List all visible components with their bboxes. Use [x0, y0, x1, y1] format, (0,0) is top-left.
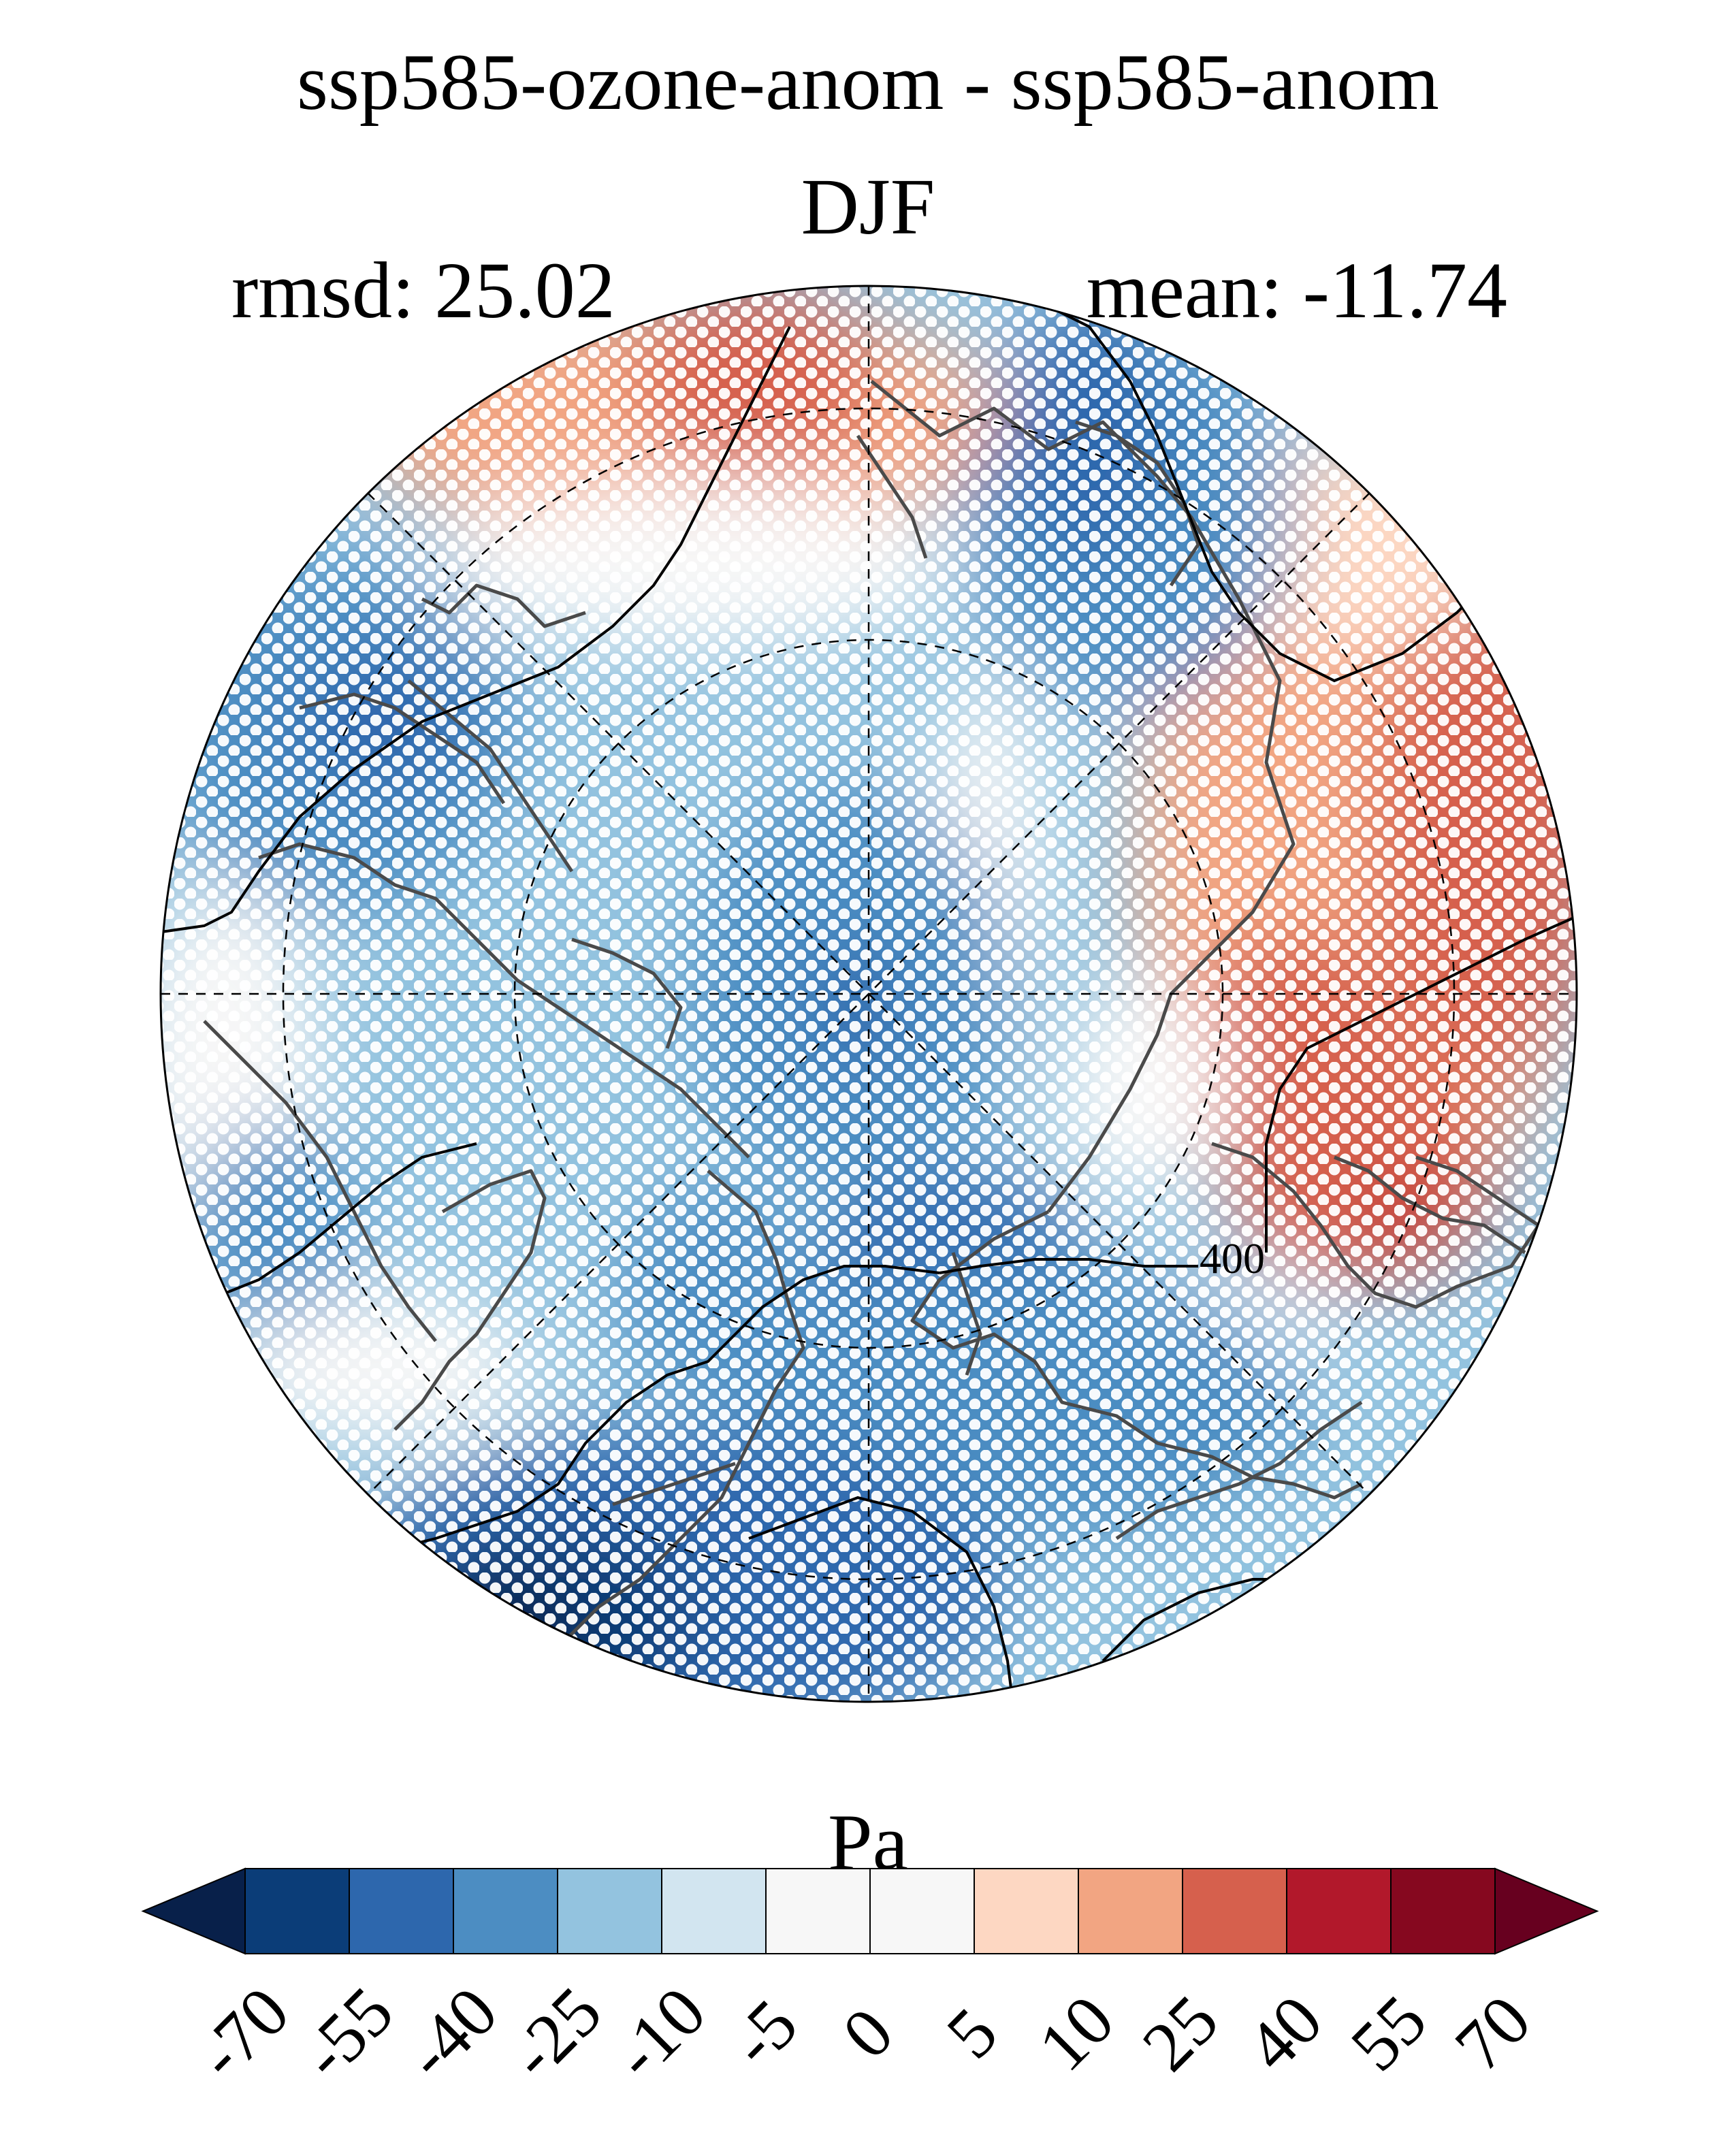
colorbar-swatches	[141, 1867, 1599, 1955]
colorbar-tick-label: 5	[932, 1993, 1012, 2073]
colorbar-tick-label: 70	[1440, 1980, 1545, 2086]
colorbar-swatch	[1182, 1868, 1287, 1954]
rmsd-stat: rmsd: 25.02	[231, 246, 615, 335]
map-border	[159, 285, 1578, 1703]
colorbar-tick-label: -10	[598, 1972, 720, 2094]
colorbar-swatch	[1286, 1868, 1392, 1954]
polar-map: 400	[159, 285, 1578, 1703]
mean-stat: mean: -11.74	[1086, 246, 1507, 335]
colorbar-swatch	[765, 1868, 871, 1954]
colorbar-tick-label: 40	[1232, 1980, 1337, 2086]
colorbar-swatch	[244, 1868, 350, 1954]
colorbar-tick-label: 55	[1336, 1980, 1441, 2086]
graticule	[161, 286, 1577, 1702]
colorbar-swatch	[974, 1868, 1079, 1954]
colorbar-extend-low	[141, 1867, 246, 1955]
colorbar-tick-label: -70	[182, 1972, 304, 2094]
coastlines	[203, 380, 1541, 1663]
map-disc: 400	[161, 286, 1577, 1702]
colorbar-swatch	[1390, 1868, 1496, 1954]
colorbar-tick-label: 0	[828, 1993, 908, 2073]
contour-label: 400	[1200, 1234, 1265, 1282]
colorbar-tick-label: -40	[390, 1972, 512, 2094]
season-label: DJF	[801, 162, 935, 251]
colorbar-extend-high	[1494, 1867, 1599, 1955]
colorbar-swatch	[349, 1868, 454, 1954]
colorbar-swatch	[1078, 1868, 1183, 1954]
colorbar-tick-label: 10	[1023, 1980, 1129, 2086]
plot-title: ssp585-ozone-anom - ssp585-anom	[297, 37, 1439, 127]
colorbar-tick-label: -55	[286, 1972, 408, 2094]
colorbar-tick-label: -5	[716, 1985, 813, 2082]
colorbar-tick-label: 25	[1127, 1980, 1233, 2086]
colorbar-swatch	[869, 1868, 975, 1954]
colorbar-swatch	[557, 1868, 662, 1954]
colorbar-swatch	[453, 1868, 558, 1954]
colorbar-swatch	[661, 1868, 767, 1954]
colorbar-tick-label: -25	[494, 1972, 616, 2094]
